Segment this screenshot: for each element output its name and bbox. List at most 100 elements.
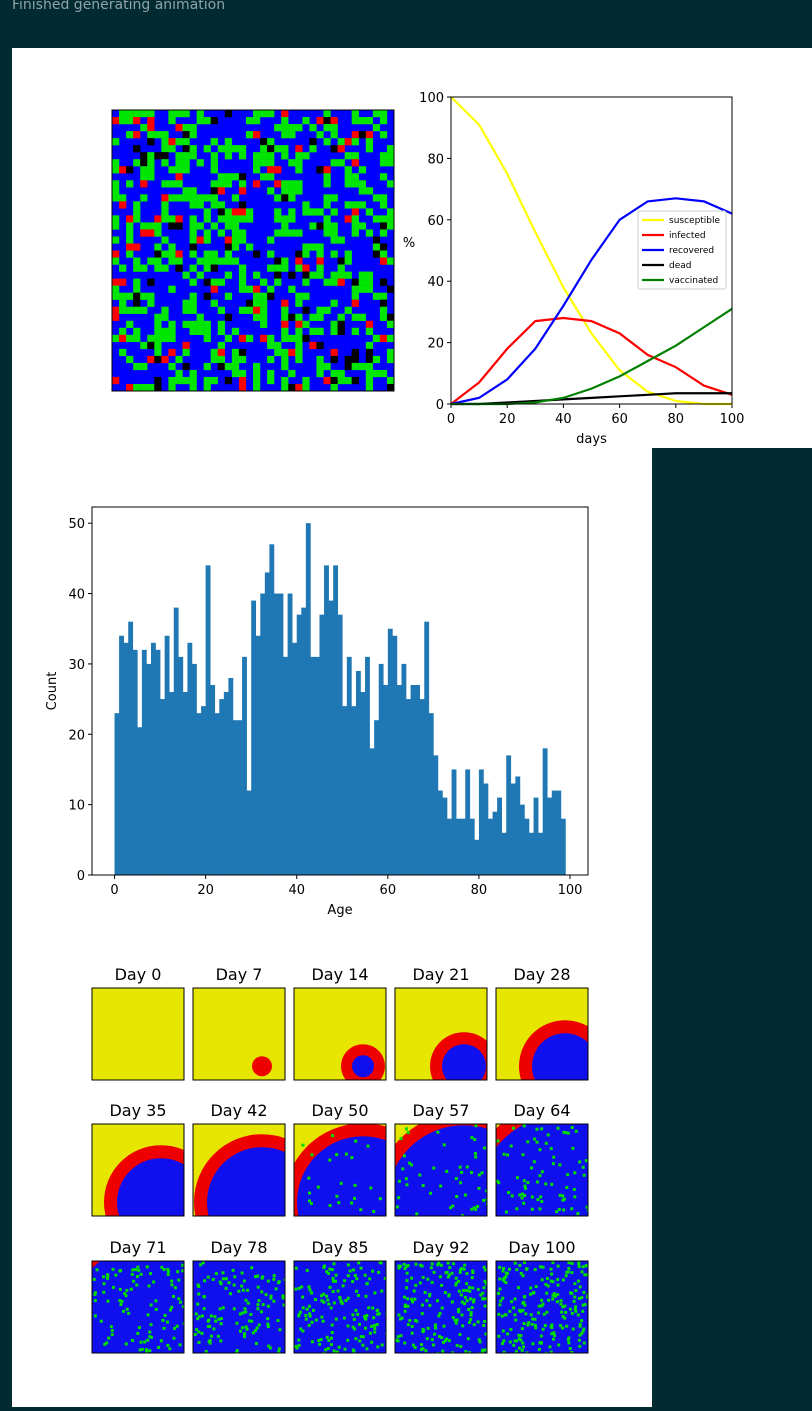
vaccinated-cell (538, 1174, 542, 1178)
cell (253, 299, 261, 307)
y-axis-label: % (403, 236, 415, 251)
cell (260, 292, 268, 300)
cell (386, 145, 394, 153)
vaccinated-cell (514, 1318, 518, 1322)
vaccinated-cell (337, 1345, 341, 1349)
vaccinated-cell (521, 1308, 525, 1312)
x-tick-label: 0 (447, 412, 455, 427)
cell (295, 341, 303, 350)
cell (217, 180, 225, 188)
vaccinated-cell (235, 1321, 239, 1325)
vaccinated-cell (570, 1311, 574, 1315)
vaccinated-cell (181, 1269, 184, 1273)
vaccinated-cell (483, 1146, 487, 1150)
cell (365, 187, 374, 195)
x-tick-label: 60 (380, 883, 397, 898)
vaccinated-cell (227, 1281, 231, 1285)
cell (379, 117, 388, 125)
cell (295, 334, 303, 343)
cell (253, 250, 261, 258)
vaccinated-cell (460, 1170, 464, 1174)
vaccinated-cell (221, 1306, 225, 1310)
cell (140, 194, 148, 202)
vaccinated-cell (380, 1289, 384, 1293)
vaccinated-cell (477, 1186, 481, 1190)
cell (386, 355, 394, 364)
histogram-bar (255, 635, 261, 875)
cell (288, 208, 296, 216)
cell (274, 208, 282, 216)
vaccinated-cell (237, 1289, 241, 1293)
cell (274, 264, 282, 272)
vaccinated-cell (297, 1286, 301, 1290)
vaccinated-cell (327, 1271, 331, 1275)
cell (309, 313, 317, 321)
vaccinated-cell (114, 1273, 118, 1277)
cell (168, 110, 176, 118)
vaccinated-cell (343, 1347, 347, 1351)
cell (133, 264, 141, 272)
cell (189, 131, 197, 139)
vaccinated-cell (580, 1270, 584, 1274)
histogram-bar (264, 572, 270, 875)
vaccinated-cell (397, 1313, 401, 1317)
vaccinated-cell (560, 1310, 564, 1314)
x-tick-label: 20 (499, 412, 516, 427)
cell (330, 355, 338, 364)
vaccinated-cell (316, 1185, 320, 1189)
histogram-bar (488, 818, 493, 875)
vaccinated-cell (470, 1207, 474, 1211)
vaccinated-cell (354, 1308, 358, 1312)
vaccinated-cell (573, 1171, 577, 1175)
vaccinated-cell (328, 1204, 332, 1208)
vaccinated-cell (351, 1280, 355, 1284)
vaccinated-cell (461, 1324, 465, 1328)
cell (210, 222, 218, 230)
vaccinated-cell (418, 1173, 422, 1177)
vaccinated-cell (297, 1313, 301, 1317)
vaccinated-cell (440, 1336, 444, 1340)
cell (203, 264, 211, 272)
vaccinated-cell (498, 1287, 502, 1291)
vaccinated-cell (436, 1263, 440, 1267)
cell (210, 278, 218, 286)
cell (189, 152, 197, 160)
cell (133, 278, 141, 286)
vaccinated-cell (243, 1307, 247, 1311)
cell (126, 236, 134, 244)
cell (281, 376, 289, 385)
vaccinated-cell (557, 1343, 561, 1347)
vaccinated-cell (355, 1277, 359, 1281)
vaccinated-cell (120, 1299, 124, 1303)
vaccinated-cell (235, 1351, 239, 1353)
vaccinated-cell (209, 1314, 213, 1318)
cell (168, 362, 176, 371)
cell (295, 187, 303, 195)
cell (168, 327, 176, 335)
vaccinated-cell (518, 1193, 522, 1197)
vaccinated-cell (336, 1289, 340, 1293)
vaccinated-cell (497, 1291, 501, 1295)
vaccinated-cell (565, 1324, 569, 1328)
vaccinated-cell (403, 1304, 407, 1308)
cell (281, 334, 289, 343)
vaccinated-cell (339, 1181, 343, 1185)
snapshot-title: Day 85 (311, 1238, 368, 1257)
vaccinated-cell (339, 1300, 343, 1304)
cell (147, 131, 155, 139)
vaccinated-cell (480, 1171, 484, 1175)
vaccinated-cell (522, 1179, 526, 1183)
cell (351, 292, 359, 300)
vaccinated-cell (586, 1293, 588, 1297)
vaccinated-cell (173, 1326, 177, 1330)
cell (323, 215, 331, 223)
vaccinated-cell (551, 1261, 555, 1265)
vaccinated-cell (148, 1349, 152, 1353)
vaccinated-cell (330, 1323, 334, 1327)
vaccinated-cell (459, 1293, 463, 1297)
vaccinated-cell (530, 1322, 534, 1326)
vaccinated-cell (127, 1311, 131, 1315)
cell (365, 383, 374, 391)
cell (281, 299, 289, 307)
vaccinated-cell (541, 1302, 545, 1306)
